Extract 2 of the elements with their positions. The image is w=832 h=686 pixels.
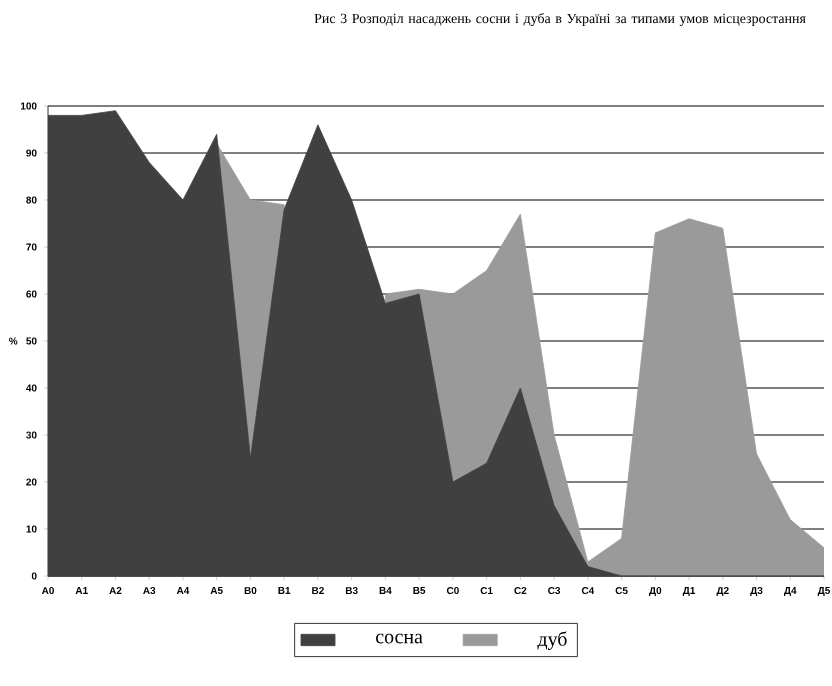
legend-label: дуб: [537, 631, 567, 650]
legend-label: сосна: [376, 633, 423, 644]
